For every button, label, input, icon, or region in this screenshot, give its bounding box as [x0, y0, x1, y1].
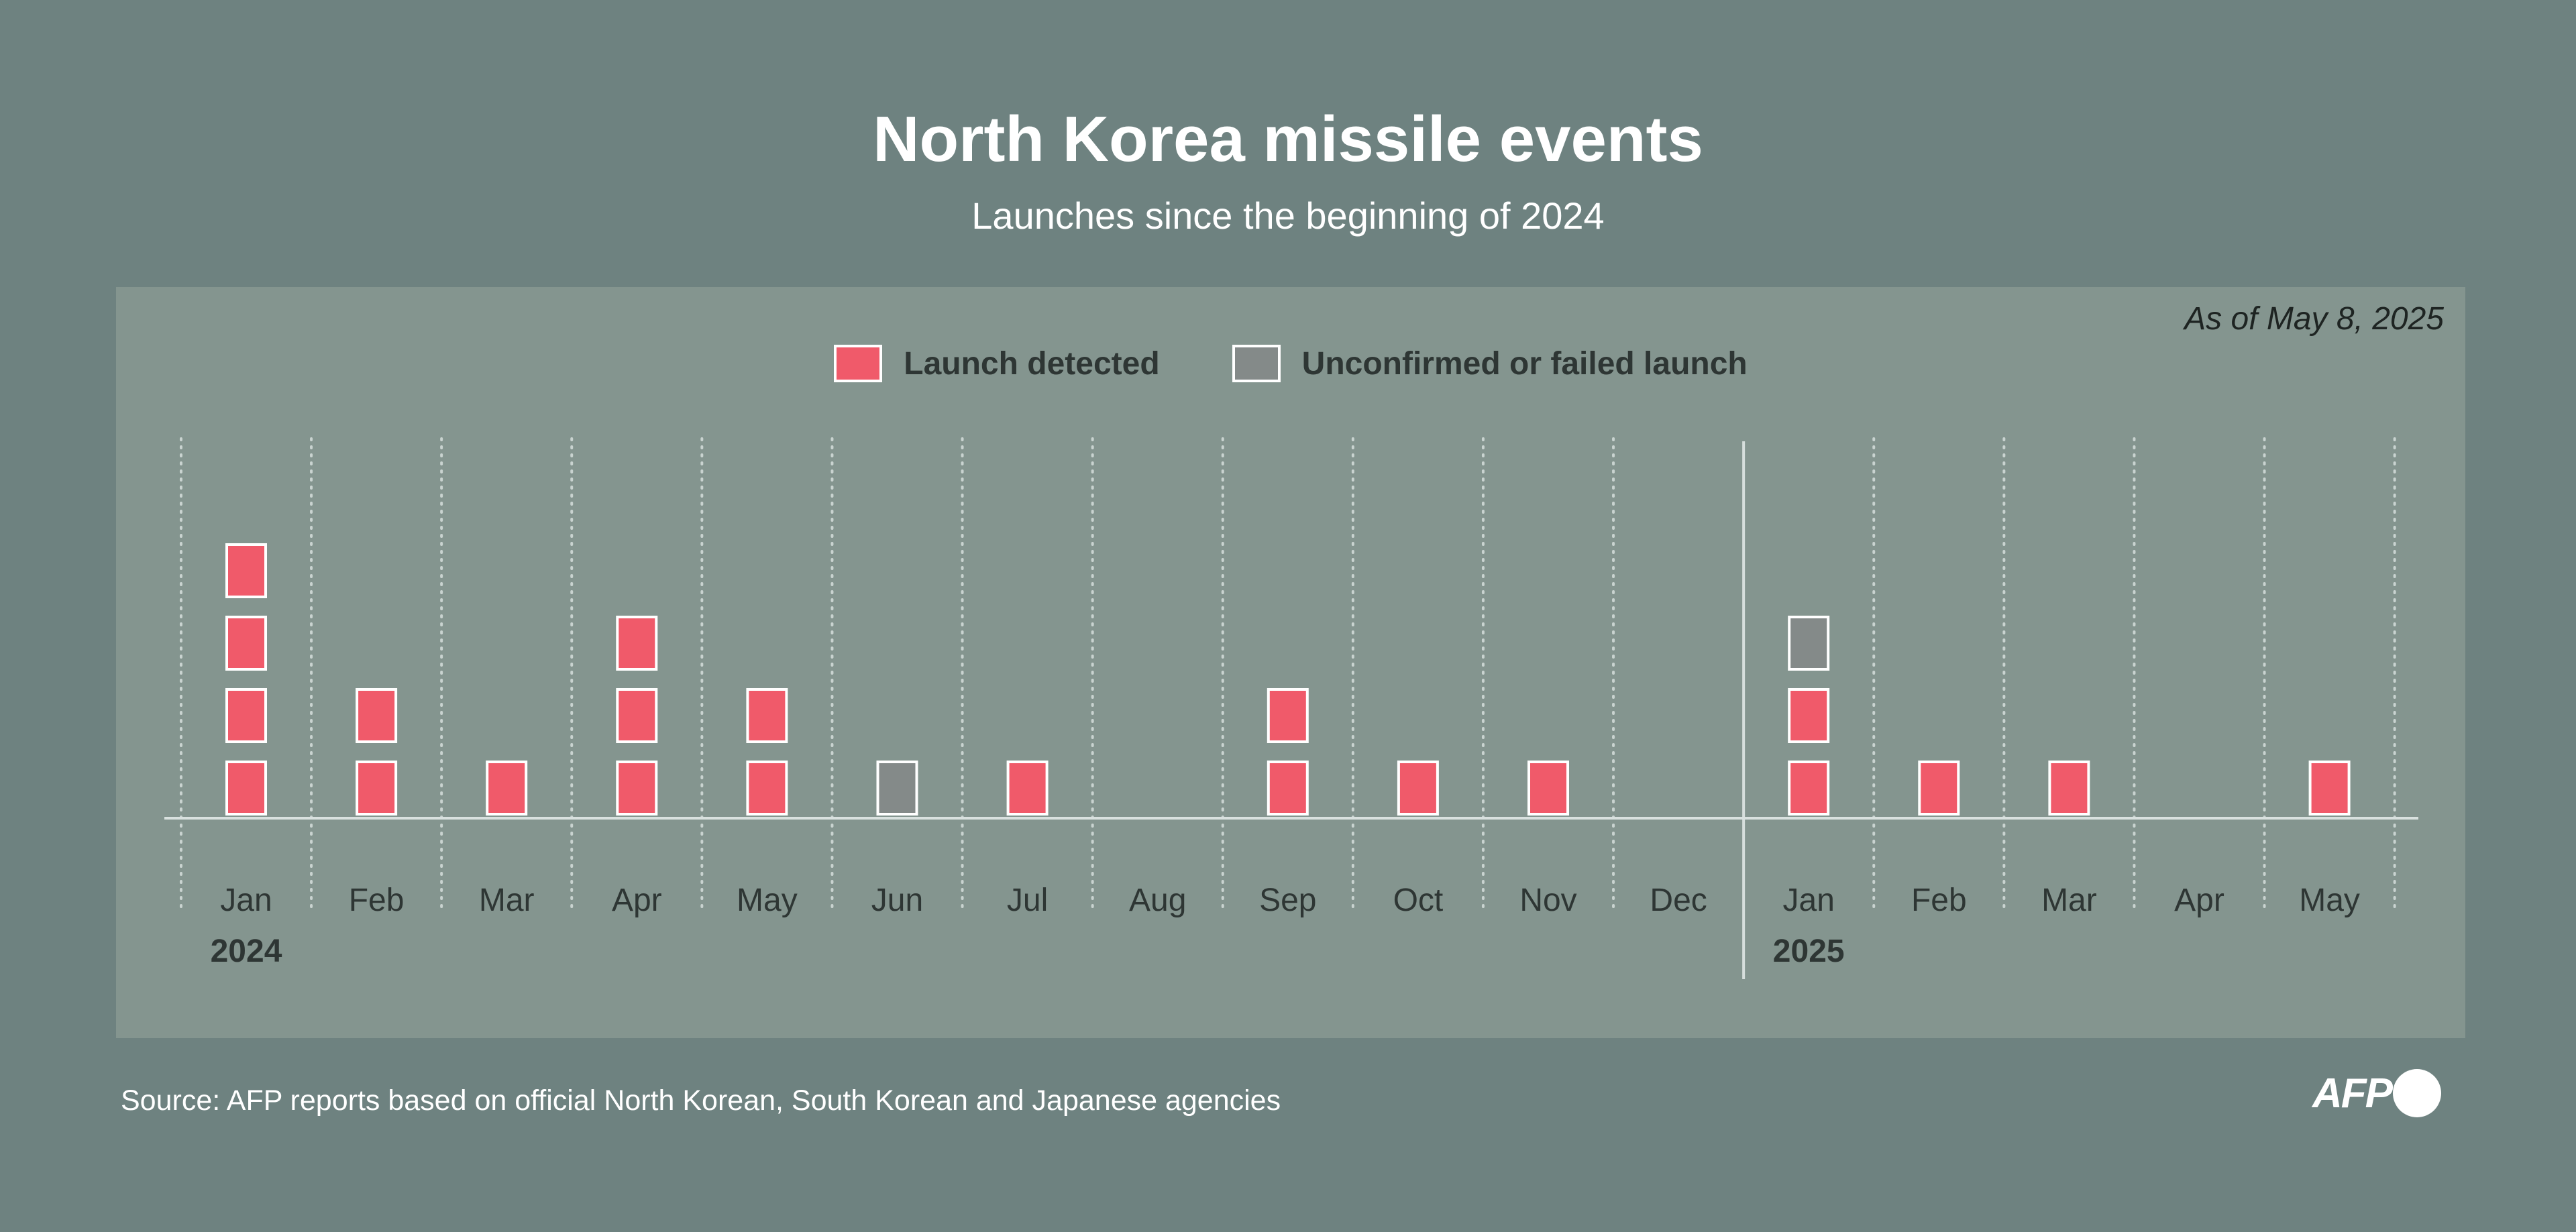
unconfirmed-launch-swatch [1232, 345, 1281, 382]
unconfirmed-launch-mark [876, 761, 918, 816]
year-label: 2025 [1773, 934, 1845, 969]
month-label: Apr [612, 883, 662, 918]
launch-detected-mark [2048, 761, 2090, 816]
launch-detected-mark [356, 761, 398, 816]
chart-panel: As of May 8, 2025 Launch detected Unconf… [116, 287, 2465, 1038]
legend-item-launch-detected: Launch detected [834, 345, 1160, 382]
month-label: Aug [1129, 883, 1186, 918]
month-label: Feb [349, 883, 405, 918]
month-label: Mar [2041, 883, 2097, 918]
launch-detected-mark [616, 688, 658, 743]
launch-detected-mark [2308, 761, 2351, 816]
launch-detected-mark [1267, 761, 1309, 816]
month-label: Jan [1783, 883, 1835, 918]
month-label: Sep [1259, 883, 1316, 918]
chart-title: North Korea missile events [873, 103, 1703, 175]
launch-detected-mark [225, 543, 267, 598]
month-label: Jan [220, 883, 272, 918]
as-of-date: As of May 8, 2025 [2184, 301, 2444, 337]
afp-logo: AFP [2312, 1068, 2441, 1119]
source-note: Source: AFP reports based on official No… [121, 1084, 1281, 1117]
launch-detected-mark [1267, 688, 1309, 743]
launch-detected-mark [616, 761, 658, 816]
launch-detected-swatch [834, 345, 883, 382]
launch-detected-mark [616, 616, 658, 671]
launch-detected-mark [1788, 761, 1830, 816]
month-label: Jul [1007, 883, 1048, 918]
month-label: May [737, 883, 798, 918]
month-label: Feb [1911, 883, 1967, 918]
month-label: Nov [1519, 883, 1576, 918]
launch-detected-mark [1788, 688, 1830, 743]
launch-detected-mark [1006, 761, 1049, 816]
month-label: Apr [2174, 883, 2224, 918]
unconfirmed-launch-mark [1788, 616, 1830, 671]
missile-events-chart: Jan Feb Mar Apr May Jun Jul Aug Sep Oct Nov Dec Jan F… [164, 437, 2418, 979]
legend-item-unconfirmed: Unconfirmed or failed launch [1232, 345, 1748, 382]
legend: Launch detected Unconfirmed or failed la… [116, 345, 2465, 382]
month-label: Dec [1650, 883, 1707, 918]
afp-logo-dot [2393, 1069, 2441, 1117]
afp-logo-text: AFP [2312, 1070, 2393, 1117]
month-label: May [2299, 883, 2360, 918]
month-label: Mar [479, 883, 535, 918]
launch-detected-mark [1918, 761, 1960, 816]
month-label: Oct [1393, 883, 1444, 918]
chart-subtitle: Launches since the beginning of 2024 [971, 194, 1605, 237]
launch-detected-mark [486, 761, 528, 816]
launch-detected-mark [225, 761, 267, 816]
launch-detected-mark [356, 688, 398, 743]
launch-detected-mark [746, 688, 788, 743]
launch-detected-mark [225, 616, 267, 671]
legend-label-launch-detected: Launch detected [904, 345, 1160, 382]
launch-detected-mark [1527, 761, 1569, 816]
legend-label-unconfirmed: Unconfirmed or failed launch [1301, 345, 1748, 382]
launch-detected-mark [225, 688, 267, 743]
month-label: Jun [871, 883, 923, 918]
year-label: 2024 [211, 934, 282, 969]
launch-detected-mark [746, 761, 788, 816]
launch-detected-mark [1397, 761, 1439, 816]
